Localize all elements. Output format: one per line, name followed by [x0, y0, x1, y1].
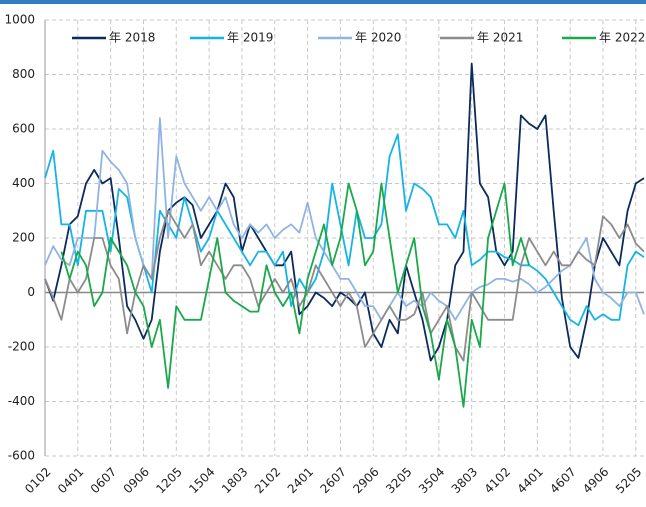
x-tick-label: 0102 — [22, 465, 53, 496]
x-tick-label: 1205 — [153, 465, 184, 496]
x-tick-label: 4607 — [547, 465, 578, 496]
x-tick-label: 3504 — [416, 465, 447, 496]
x-tick-label: 2607 — [317, 465, 348, 496]
x-tick-label: 2102 — [252, 465, 283, 496]
x-tick-label: 2401 — [285, 465, 316, 496]
series-line — [44, 209, 645, 362]
x-tick-label: 1504 — [186, 465, 217, 496]
series-line — [44, 133, 645, 327]
y-tick-label: -400 — [8, 394, 35, 408]
legend-label: 年 2021 — [477, 31, 523, 45]
x-tick-label: 4906 — [580, 465, 611, 496]
y-tick-label: 600 — [12, 122, 35, 136]
series-line — [60, 182, 530, 408]
x-tick-label: 4401 — [514, 465, 545, 496]
series-line — [44, 62, 645, 362]
y-tick-label: -200 — [8, 340, 35, 354]
y-tick-label: -600 — [8, 449, 35, 463]
y-tick-label: 800 — [12, 67, 35, 81]
y-tick-label: 1000 — [4, 13, 35, 27]
x-tick-label: 0607 — [88, 465, 119, 496]
legend-label: 年 2019 — [227, 31, 273, 45]
x-tick-label: 0401 — [55, 465, 86, 496]
top-border — [0, 0, 646, 4]
x-tick-label: 5205 — [613, 465, 644, 496]
legend-label: 年 2020 — [355, 31, 401, 45]
y-tick-label: 0 — [27, 285, 35, 299]
x-tick-label: 3205 — [383, 465, 414, 496]
x-tick-label: 2906 — [350, 465, 381, 496]
legend-label: 年 2018 — [109, 31, 155, 45]
y-tick-label: 400 — [12, 176, 35, 190]
x-tick-label: 4102 — [482, 465, 513, 496]
y-tick-label: 200 — [12, 231, 35, 245]
legend-label: 年 2022 — [599, 31, 645, 45]
x-tick-label: 1803 — [219, 465, 250, 496]
x-tick-label: 0906 — [121, 465, 152, 496]
x-tick-label: 3803 — [449, 465, 480, 496]
